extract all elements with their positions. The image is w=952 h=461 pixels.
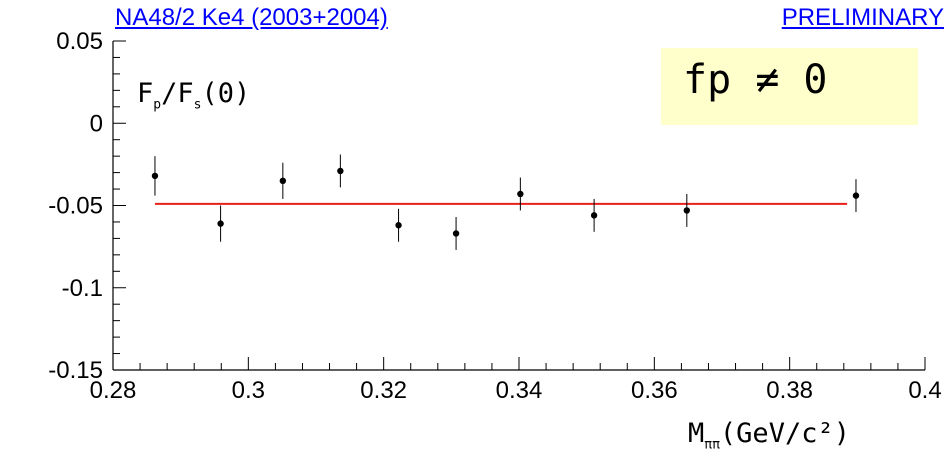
- annotation-text: fp ≠ 0: [683, 57, 828, 103]
- chart-title-right: PRELIMINARY: [781, 4, 944, 31]
- data-point: [217, 220, 224, 227]
- label-part: F: [177, 78, 194, 109]
- y-tick-label: -0.15: [48, 357, 103, 384]
- y-axis-ticks: -0.15 -0.1 -0.05 0 0.05: [48, 28, 126, 384]
- x-tick-label: 0.34: [496, 377, 543, 404]
- x-tick-label: 0.38: [766, 377, 813, 404]
- y-tick-label: -0.1: [62, 275, 103, 302]
- data-points: [151, 154, 860, 250]
- data-point: [852, 192, 860, 199]
- y-tick-label: 0.05: [56, 28, 103, 55]
- data-point: [590, 212, 598, 219]
- x-tick-label: 0.28: [90, 377, 137, 404]
- label-sub: p: [153, 97, 162, 113]
- label-part: /: [161, 78, 178, 109]
- x-axis-label: Mππ(GeV/c²): [688, 420, 850, 451]
- x-axis-ticks: 0.28 0.3 0.32 0.34 0.36 0.38 0.4: [90, 357, 942, 404]
- data-point: [683, 207, 691, 214]
- x-tick-label: 0.4: [908, 377, 941, 404]
- xlabel-unit: (GeV/c²): [719, 418, 850, 449]
- y-tick-label: 0: [90, 110, 103, 137]
- xlabel-sub: ππ: [704, 437, 720, 453]
- x-tick-label: 0.36: [631, 377, 678, 404]
- label-part: F: [137, 78, 154, 109]
- annotation-box: fp ≠ 0: [661, 48, 918, 125]
- data-point: [337, 167, 344, 175]
- x-tick-label: 0.3: [232, 377, 265, 404]
- y-tick-label: -0.05: [48, 193, 103, 220]
- label-part: (0): [201, 78, 251, 109]
- chart-title-left: NA48/2 Ke4 (2003+2004): [115, 4, 388, 31]
- data-point: [517, 190, 524, 198]
- plot-quantity-label: Fp/Fs(0): [137, 80, 250, 111]
- data-point: [279, 177, 287, 185]
- x-tick-label: 0.32: [360, 377, 407, 404]
- data-point: [452, 230, 460, 237]
- data-point: [395, 222, 402, 229]
- data-point: [151, 172, 159, 180]
- label-sub: s: [193, 97, 202, 113]
- xlabel-main: M: [688, 418, 705, 449]
